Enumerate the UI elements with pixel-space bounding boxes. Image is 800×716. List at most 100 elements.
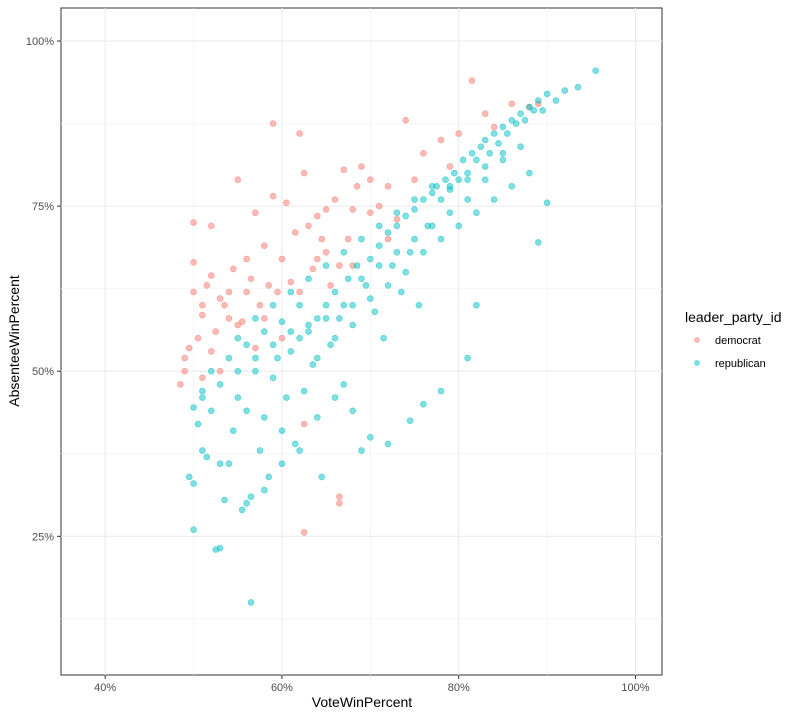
- data-point-republican: [406, 417, 414, 425]
- data-point-republican: [526, 103, 533, 111]
- data-point-democrat: [353, 183, 361, 190]
- data-point-republican: [375, 262, 383, 269]
- data-point-democrat: [243, 288, 250, 296]
- data-point-democrat: [199, 301, 206, 309]
- legend-dot-republican: [694, 360, 700, 366]
- data-point-republican: [353, 262, 361, 269]
- y-tick-label: 50%: [32, 366, 54, 378]
- data-point-republican: [402, 268, 410, 276]
- data-point-republican: [371, 308, 379, 316]
- data-point-republican: [190, 404, 197, 411]
- data-point-republican: [411, 235, 418, 243]
- data-point-republican: [305, 275, 312, 283]
- data-point-democrat: [208, 272, 215, 279]
- data-point-republican: [450, 169, 458, 177]
- data-point-republican: [336, 315, 343, 322]
- data-point-republican: [260, 328, 268, 335]
- data-point-democrat: [283, 199, 290, 207]
- data-point-republican: [366, 433, 374, 441]
- data-point-republican: [340, 301, 348, 309]
- data-point-republican: [296, 447, 303, 454]
- data-point-democrat: [238, 318, 246, 326]
- data-point-democrat: [336, 493, 343, 501]
- data-point-republican: [327, 341, 334, 349]
- data-point-republican: [539, 107, 547, 114]
- data-point-republican: [238, 506, 246, 514]
- data-point-democrat: [269, 192, 277, 200]
- data-point-democrat: [366, 176, 374, 183]
- data-point-republican: [508, 183, 516, 190]
- data-point-republican: [384, 229, 392, 236]
- grid: [61, 8, 662, 675]
- data-point-republican: [300, 387, 308, 395]
- data-point-republican: [230, 427, 237, 435]
- data-point-democrat: [234, 321, 242, 329]
- x-axis-ticks: 40% 60% 80% 100%: [94, 675, 650, 694]
- data-point-democrat: [296, 130, 303, 137]
- data-point-democrat: [508, 100, 516, 108]
- data-point-democrat: [269, 120, 277, 127]
- data-point-republican: [415, 301, 423, 309]
- data-point-republican: [592, 67, 600, 74]
- data-point-democrat: [278, 255, 286, 263]
- data-point-democrat: [402, 117, 410, 124]
- data-point-democrat: [278, 334, 286, 342]
- data-point-republican: [349, 301, 357, 309]
- data-point-democrat: [212, 328, 219, 335]
- data-point-republican: [252, 367, 259, 375]
- data-point-republican: [366, 255, 374, 263]
- data-point-democrat: [420, 150, 427, 157]
- y-axis-title: AbsenteeWinPercent: [6, 275, 22, 407]
- data-point-republican: [194, 420, 202, 428]
- data-point-republican: [530, 107, 538, 114]
- data-point-republican: [225, 354, 233, 362]
- data-point-republican: [274, 354, 281, 362]
- data-point-republican: [574, 83, 582, 91]
- data-point-democrat: [274, 288, 281, 296]
- data-point-republican: [216, 544, 224, 552]
- data-point-republican: [313, 315, 321, 322]
- data-point-republican: [260, 486, 268, 494]
- data-point-republican: [322, 262, 330, 269]
- data-points: [177, 67, 600, 606]
- data-point-democrat: [216, 367, 224, 375]
- data-point-democrat: [247, 275, 255, 283]
- data-point-democrat: [331, 196, 339, 203]
- data-point-republican: [517, 143, 524, 150]
- data-point-democrat: [481, 110, 489, 117]
- data-point-republican: [428, 183, 436, 190]
- data-point-republican: [260, 414, 268, 421]
- data-point-republican: [190, 526, 197, 534]
- data-point-republican: [437, 196, 445, 203]
- data-point-republican: [269, 374, 277, 382]
- data-point-republican: [243, 341, 250, 349]
- data-point-republican: [459, 156, 467, 164]
- data-point-republican: [397, 288, 405, 296]
- data-point-republican: [322, 301, 330, 309]
- legend-dot-democrat: [694, 337, 700, 343]
- data-point-republican: [517, 110, 524, 117]
- data-point-democrat: [181, 354, 188, 362]
- data-point-republican: [464, 354, 471, 362]
- data-point-democrat: [225, 315, 233, 322]
- panel-background: [60, 7, 663, 676]
- data-point-democrat: [234, 176, 242, 183]
- data-point-republican: [216, 460, 224, 468]
- data-point-republican: [481, 163, 489, 170]
- data-point-republican: [269, 301, 277, 309]
- data-point-republican: [265, 473, 273, 481]
- data-point-democrat: [305, 222, 312, 230]
- data-point-democrat: [313, 255, 321, 263]
- data-point-democrat: [199, 311, 206, 319]
- data-point-republican: [442, 176, 449, 183]
- data-point-republican: [384, 282, 392, 289]
- data-point-democrat: [208, 348, 215, 355]
- data-point-republican: [216, 381, 224, 388]
- data-point-republican: [358, 235, 365, 243]
- data-point-republican: [552, 97, 560, 104]
- data-point-republican: [278, 318, 286, 326]
- data-point-democrat: [243, 255, 250, 263]
- data-point-republican: [420, 400, 427, 408]
- data-point-republican: [305, 321, 312, 329]
